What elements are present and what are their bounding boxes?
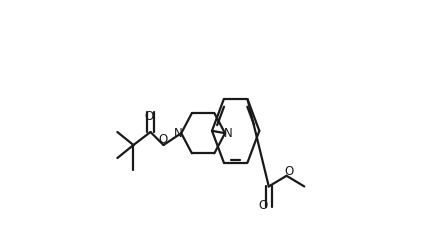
Text: O: O [159,133,168,146]
Text: O: O [145,110,154,123]
Text: O: O [258,199,268,212]
Text: N: N [174,127,183,140]
Text: N: N [223,127,232,140]
Text: O: O [284,164,293,178]
